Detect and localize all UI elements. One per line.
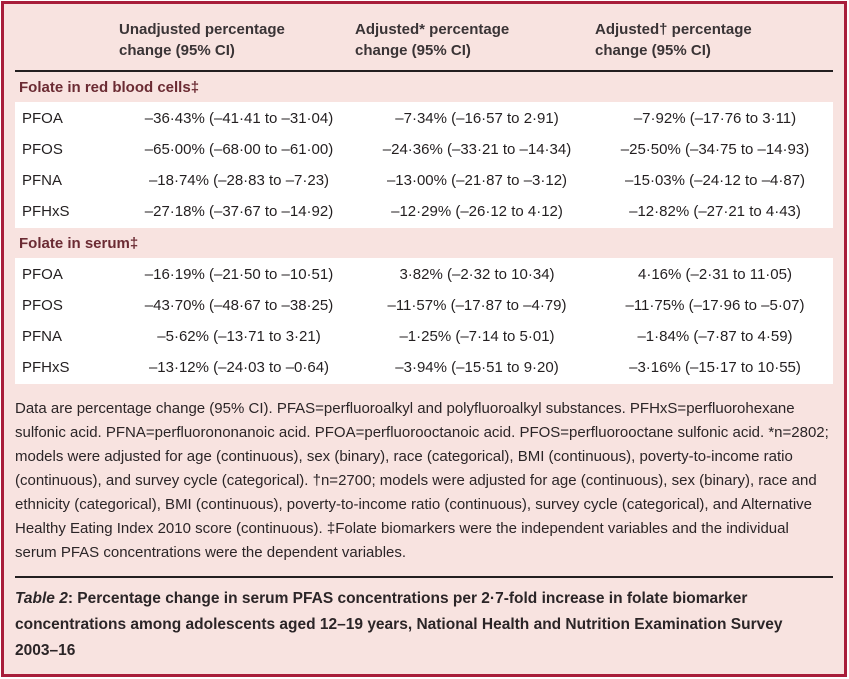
- table-row: PFHxS –13·12% (–24·03 to –0·64) –3·94% (…: [15, 352, 833, 383]
- table-cell: –24·36% (–33·21 to –14·34): [382, 141, 572, 158]
- table-cell: –7·92% (–17·76 to 3·11): [633, 110, 797, 127]
- table-cell: –1·25% (–7·14 to 5·01): [399, 328, 555, 345]
- row-label: PFNA: [22, 328, 63, 345]
- table-section-body-rbc: PFOA –36·43% (–41·41 to –31·04) –7·34% (…: [15, 102, 833, 228]
- table-cell: –65·00% (–68·00 to –61·00): [144, 141, 334, 158]
- table-row: PFNA –18·74% (–28·83 to –7·23) –13·00% (…: [15, 165, 833, 196]
- row-label: PFHxS: [22, 359, 70, 376]
- table-cell: –3·94% (–15·51 to 9·20): [395, 359, 559, 376]
- table-cell: –7·34% (–16·57 to 2·91): [395, 110, 559, 127]
- table-cell: –25·50% (–34·75 to –14·93): [620, 141, 810, 158]
- table-cell: –18·74% (–28·83 to –7·23): [148, 172, 330, 189]
- column-header-adjusted-dagger: Adjusted† percentage change (95% CI): [595, 21, 752, 59]
- table-cell: –36·43% (–41·41 to –31·04): [144, 110, 334, 127]
- table-cell: –1·84% (–7·87 to 4·59): [637, 328, 793, 345]
- table-cell: –43·70% (–48·67 to –38·25): [144, 297, 334, 314]
- table-footnote: Data are percentage change (95% CI). PFA…: [15, 400, 829, 561]
- table-cell: –3·16% (–15·17 to 10·55): [629, 359, 801, 376]
- table-cell: –12·29% (–26·12 to 4·12): [391, 203, 563, 220]
- table-cell: 4·16% (–2·31 to 11·05): [638, 266, 792, 283]
- column-header-unadjusted: Unadjusted percentage change (95% CI): [119, 21, 285, 59]
- table-caption-label: Table 2: [15, 590, 68, 607]
- table-header-row: Unadjusted percentage change (95% CI) Ad…: [13, 4, 835, 70]
- table-cell: –15·03% (–24·12 to –4·87): [624, 172, 806, 189]
- column-header-adjusted-star: Adjusted* percentage change (95% CI): [355, 21, 510, 59]
- caption-rule: [15, 576, 833, 578]
- header-rule: [15, 70, 833, 72]
- row-label: PFOS: [22, 141, 63, 158]
- section-header-serum-folate: Folate in serum‡: [19, 235, 139, 252]
- row-label: PFNA: [22, 172, 63, 189]
- table-row: PFOS –43·70% (–48·67 to –38·25) –11·57% …: [15, 290, 833, 321]
- table-cell: –13·12% (–24·03 to –0·64): [148, 359, 330, 376]
- table-section-body-serum: PFOA –16·19% (–21·50 to –10·51) 3·82% (–…: [15, 258, 833, 384]
- table-row: PFOA –36·43% (–41·41 to –31·04) –7·34% (…: [15, 103, 833, 134]
- table-cell: 3·82% (–2·32 to 10·34): [399, 266, 555, 283]
- table-row: PFOS –65·00% (–68·00 to –61·00) –24·36% …: [15, 134, 833, 165]
- table-cell: –27·18% (–37·67 to –14·92): [144, 203, 334, 220]
- table-row: PFHxS –27·18% (–37·67 to –14·92) –12·29%…: [15, 196, 833, 227]
- table-cell: –11·75% (–17·96 to –5·07): [625, 297, 805, 314]
- table-cell: –16·19% (–21·50 to –10·51): [144, 266, 334, 283]
- row-label: PFOA: [22, 266, 63, 283]
- table-cell: –5·62% (–13·71 to 3·21): [157, 328, 321, 345]
- table-caption: Table 2: Percentage change in serum PFAS…: [13, 578, 835, 664]
- table-row: PFOA –16·19% (–21·50 to –10·51) 3·82% (–…: [15, 259, 833, 290]
- row-label: PFOS: [22, 297, 63, 314]
- table-cell: –11·57% (–17·87 to –4·79): [387, 297, 567, 314]
- row-label: PFOA: [22, 110, 63, 127]
- row-label: PFHxS: [22, 203, 70, 220]
- table-cell: –13·00% (–21·87 to –3·12): [386, 172, 568, 189]
- table-row: PFNA –5·62% (–13·71 to 3·21) –1·25% (–7·…: [15, 321, 833, 352]
- table-caption-text: : Percentage change in serum PFAS concen…: [15, 590, 783, 659]
- table-cell: –12·82% (–27·21 to 4·43): [629, 203, 801, 220]
- section-header-rbc-folate: Folate in red blood cells‡: [19, 79, 200, 96]
